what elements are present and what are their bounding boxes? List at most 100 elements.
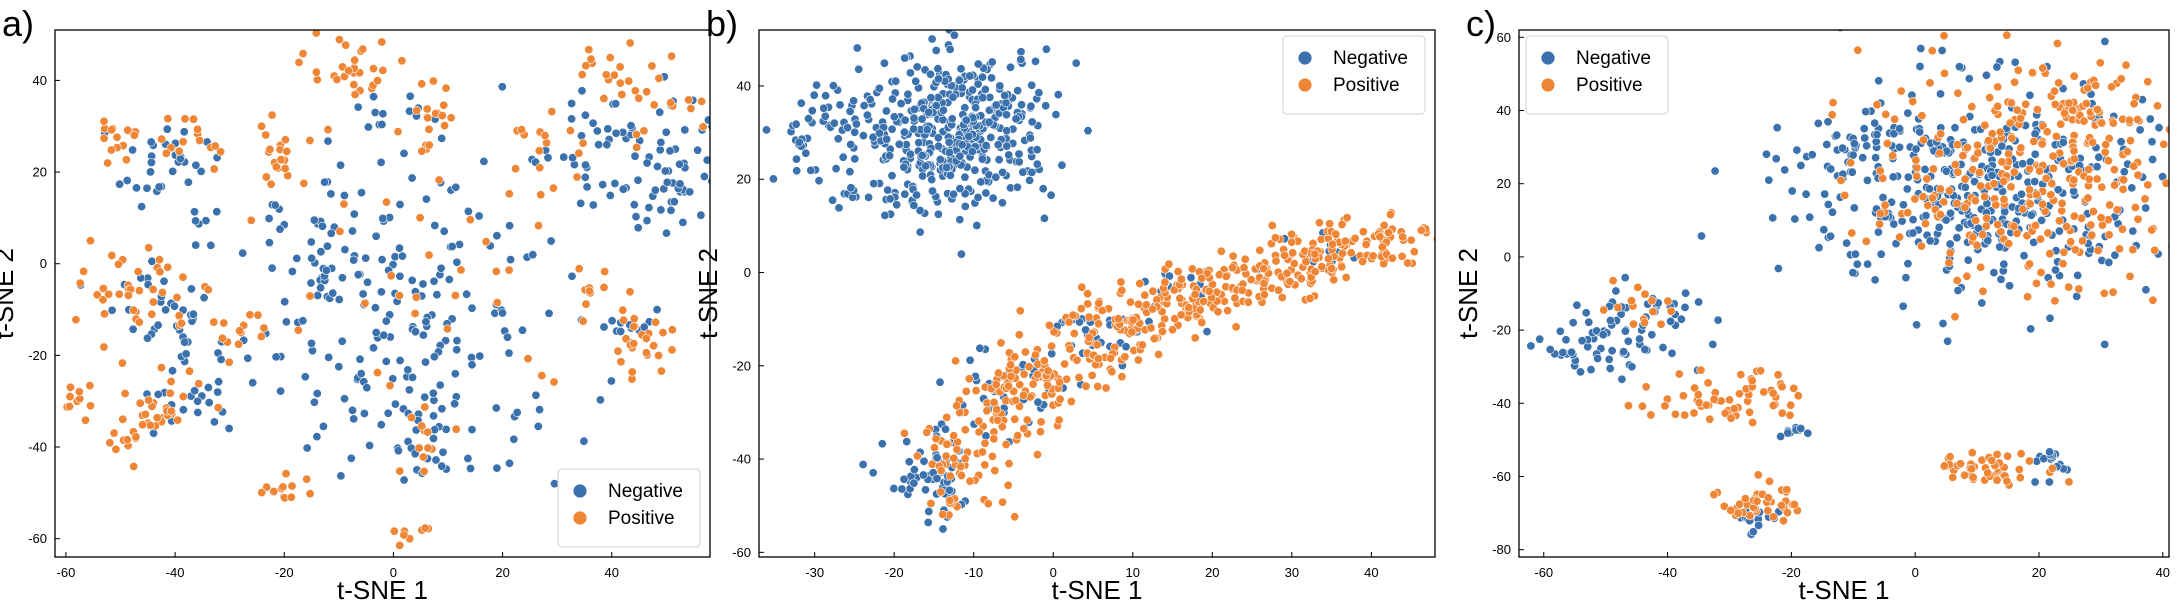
data-point [599, 322, 609, 332]
x-tick-label: 30 [1285, 565, 1299, 580]
data-point [74, 387, 84, 397]
data-point [803, 114, 813, 124]
data-point [696, 210, 706, 220]
data-point [1384, 228, 1394, 238]
legend-label-positive: Positive [1333, 75, 1400, 96]
data-point [2153, 101, 2163, 111]
data-point [536, 190, 546, 200]
data-point [935, 377, 945, 387]
data-point [584, 286, 594, 296]
data-point [1409, 247, 1419, 257]
legend-box [1282, 35, 1426, 115]
data-point [452, 257, 462, 267]
data-point [309, 215, 319, 225]
data-point [1903, 259, 1913, 269]
data-point [597, 13, 605, 21]
data-point [2121, 60, 2131, 70]
data-point [1935, 148, 1945, 158]
data-point [792, 166, 802, 176]
legend-marker-negative [572, 483, 588, 499]
data-point [1558, 347, 1568, 357]
data-point [517, 325, 527, 335]
data-point [369, 92, 379, 102]
data-point [2051, 265, 2061, 275]
data-point [212, 207, 222, 217]
data-point [1956, 459, 1966, 469]
data-point [2050, 99, 2060, 109]
data-point [407, 173, 417, 183]
data-point [1759, 387, 1769, 397]
data-point [652, 305, 662, 315]
y-tick-label: -80 [1492, 542, 1511, 557]
data-point [1331, 229, 1341, 239]
data-point [1134, 299, 1144, 309]
data-point [549, 377, 559, 387]
data-point [318, 421, 328, 431]
data-point [2005, 281, 2015, 291]
data-point [1076, 304, 1086, 314]
data-point [2004, 239, 2014, 249]
data-point [541, 138, 551, 148]
data-point [960, 172, 970, 182]
data-point [1416, 225, 1426, 235]
data-point [282, 146, 292, 156]
data-point [732, 157, 740, 165]
data-point [386, 271, 396, 281]
data-point [267, 263, 277, 273]
data-point [977, 72, 987, 82]
data-point [1033, 397, 1043, 407]
data-point [214, 377, 224, 387]
data-point [1667, 348, 1677, 358]
data-point [307, 253, 317, 263]
data-point [407, 275, 417, 285]
data-point [1993, 101, 2003, 111]
data-point [1637, 401, 1647, 411]
data-point [2091, 80, 2101, 90]
data-point [502, 332, 512, 342]
data-point [580, 172, 590, 182]
data-point [504, 189, 514, 199]
data-point [1776, 431, 1786, 441]
data-point [654, 350, 664, 360]
data-point [1981, 221, 1991, 231]
data-point [941, 163, 951, 173]
data-point [1386, 210, 1396, 220]
data-point [2047, 463, 2057, 473]
data-point [595, 395, 605, 405]
data-point [193, 124, 203, 134]
data-point [2092, 162, 2102, 172]
data-point [492, 231, 502, 241]
data-point [2068, 105, 2078, 115]
data-point [1950, 160, 1960, 170]
data-point [2096, 213, 2106, 223]
data-point [1826, 164, 1836, 174]
data-point [420, 523, 430, 533]
data-point [292, 253, 302, 263]
data-point [955, 184, 965, 194]
data-point [323, 136, 333, 146]
data-point [892, 200, 902, 210]
data-point [2058, 259, 2068, 269]
data-point [1976, 262, 1986, 272]
data-point [665, 146, 675, 156]
data-point [1301, 257, 1311, 267]
data-point [1555, 326, 1565, 336]
data-point [424, 250, 434, 260]
data-point [451, 182, 461, 192]
data-point [358, 44, 368, 54]
data-point [271, 162, 281, 172]
panel-label: a) [2, 3, 34, 44]
data-point [2092, 174, 2102, 184]
data-point [931, 434, 941, 444]
data-point [2126, 136, 2136, 146]
y-tick-label: -40 [1492, 396, 1511, 411]
data-point [424, 140, 434, 150]
data-point [1033, 450, 1043, 460]
data-point [1875, 166, 1885, 176]
data-point [196, 166, 206, 176]
data-point [534, 146, 544, 156]
data-point [107, 251, 117, 261]
data-point [1377, 242, 1387, 252]
data-point [2060, 108, 2070, 118]
